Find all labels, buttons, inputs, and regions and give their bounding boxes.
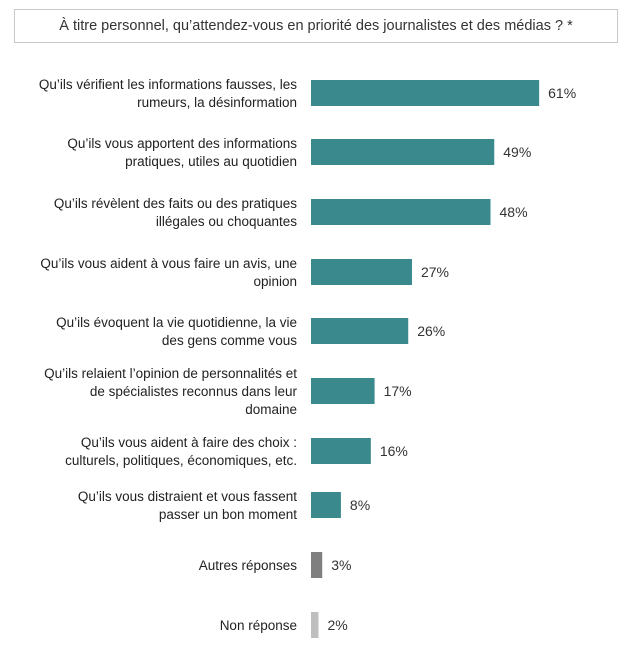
category-label-line: Qu’ils relaient l’opinion de personnalit…	[44, 366, 297, 381]
category-label-line: opinion	[253, 274, 297, 289]
category-label-4: Qu’ils vous aident à vous faire un avis,…	[40, 256, 297, 289]
value-label-10: 2%	[327, 617, 347, 633]
value-label-3: 48%	[500, 204, 528, 220]
value-label-7: 16%	[380, 443, 408, 459]
bar-5	[311, 318, 409, 344]
bar-3	[311, 199, 491, 225]
value-label-8: 8%	[350, 497, 370, 513]
category-label-line: domaine	[245, 402, 297, 417]
bar-8	[311, 492, 341, 518]
category-label-line: des gens comme vous	[162, 333, 297, 348]
category-label-line: Qu’ils vous distraient et vous fassent	[78, 489, 297, 504]
category-label-line: Qu’ils vous aident à vous faire un avis,…	[40, 256, 297, 271]
category-label-line: Qu’ils vous aident à faire des choix :	[81, 435, 297, 450]
category-label-line: rumeurs, la désinformation	[137, 95, 297, 110]
value-label-5: 26%	[417, 323, 445, 339]
category-label-5: Qu’ils évoquent la vie quotidienne, la v…	[56, 315, 297, 348]
bar-4	[311, 259, 412, 285]
bar-10	[311, 612, 319, 638]
category-label-line: illégales ou choquantes	[156, 214, 297, 229]
category-label-line: de spécialistes reconnus dans leur	[90, 384, 298, 399]
category-label-7: Qu’ils vous aident à faire des choix : cu…	[65, 435, 297, 468]
category-label-6: Qu’ils relaient l’opinion de personnalit…	[44, 366, 297, 417]
bar-9	[311, 552, 323, 578]
value-label-2: 49%	[503, 144, 531, 160]
category-label-line: pratiques, utiles au quotidien	[125, 154, 297, 169]
value-label-1: 61%	[548, 85, 576, 101]
category-label-line: Qu’ils vous apportent des informations	[67, 136, 297, 151]
value-label-4: 27%	[421, 264, 449, 280]
category-label-10: Non réponse	[220, 618, 297, 633]
category-label-line: Autres réponses	[199, 558, 298, 573]
category-label-8: Qu’ils vous distraient et vous fassent pa…	[78, 489, 297, 522]
value-label-9: 3%	[331, 557, 351, 573]
category-label-line: passer un bon moment	[159, 507, 297, 522]
category-label-line: Qu’ils révèlent des faits ou des pratiqu…	[54, 196, 297, 211]
category-label-line: culturels, politiques, économiques, etc.	[65, 453, 297, 468]
category-label-2: Qu’ils vous apportent des informations pr…	[67, 136, 297, 169]
bars-layer: 61% Qu’ils vérifient les informations fau…	[39, 77, 576, 638]
bar-7	[311, 438, 371, 464]
bar-2	[311, 139, 495, 165]
chart-title: À titre personnel, qu’attendez-vous en p…	[14, 9, 618, 43]
category-label-line: Non réponse	[220, 618, 297, 633]
bar-6	[311, 378, 375, 404]
category-label-9: Autres réponses	[199, 558, 298, 573]
bar-1	[311, 80, 540, 106]
category-label-3: Qu’ils révèlent des faits ou des pratiqu…	[54, 196, 297, 229]
category-label-1: Qu’ils vérifient les informations fausse…	[39, 77, 297, 110]
category-label-line: Qu’ils évoquent la vie quotidienne, la v…	[56, 315, 297, 330]
value-label-6: 17%	[384, 383, 412, 399]
category-label-line: Qu’ils vérifient les informations fausse…	[39, 77, 297, 92]
